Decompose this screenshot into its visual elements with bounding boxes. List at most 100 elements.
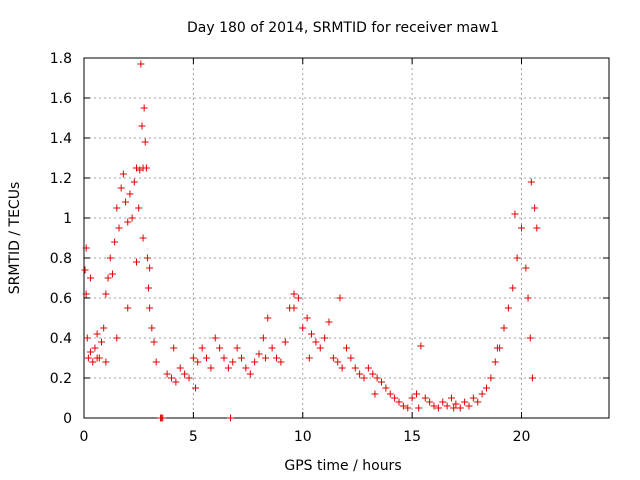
data-point <box>168 374 175 382</box>
data-point <box>242 364 250 372</box>
data-point <box>382 384 390 392</box>
data-point <box>528 374 536 382</box>
data-point <box>159 414 167 422</box>
data-point <box>189 354 197 362</box>
data-point <box>98 338 105 346</box>
data-point <box>417 342 425 350</box>
data-point <box>308 330 315 338</box>
data-point <box>338 364 346 372</box>
data-point <box>518 224 525 232</box>
data-point <box>491 358 499 366</box>
data-point <box>281 338 289 346</box>
data-point <box>251 358 259 366</box>
grid-layer <box>84 58 609 418</box>
data-point <box>303 314 311 322</box>
data-point <box>415 404 423 412</box>
data-point <box>124 218 132 226</box>
data-point <box>399 402 407 410</box>
data-point <box>82 244 90 252</box>
data-point <box>452 400 460 408</box>
data-point <box>329 354 337 362</box>
data-point <box>135 204 143 212</box>
data-point <box>469 394 477 402</box>
data-point <box>130 178 138 186</box>
data-point <box>150 338 158 346</box>
data-point <box>493 344 501 352</box>
data-point <box>487 374 495 382</box>
data-point <box>531 204 539 212</box>
data-point <box>524 294 532 302</box>
y-tick-label: 0.8 <box>50 251 72 267</box>
y-tick-label: 0.6 <box>50 291 72 307</box>
y-tick-label: 0.4 <box>50 331 72 347</box>
axes-layer: 0 0.2 0.4 0.6 0.8 1 1.2 1.4 1.6 1.8 0 5 10 15 20 <box>50 51 609 445</box>
data-point <box>133 258 140 266</box>
data-point <box>533 224 541 232</box>
data-point <box>439 398 447 406</box>
data-point <box>148 324 156 332</box>
data-point <box>119 170 127 178</box>
data-point <box>146 304 154 312</box>
x-tick-label: 15 <box>403 429 421 445</box>
x-tick-label: 20 <box>513 429 531 445</box>
data-point <box>117 184 125 192</box>
data-point <box>170 344 178 352</box>
data-point <box>102 290 110 298</box>
data-point <box>290 304 298 312</box>
data-point <box>163 370 171 378</box>
data-point <box>198 344 206 352</box>
x-axis-title: GPS time / hours <box>284 458 401 474</box>
data-point <box>404 404 412 412</box>
data-point <box>108 270 116 278</box>
y-tick-label: 1.8 <box>50 51 72 67</box>
data-point <box>113 334 121 342</box>
y-tick-label: 1.2 <box>50 171 72 187</box>
data-point <box>421 394 429 402</box>
chart-title: Day 180 of 2014, SRMTID for receiver maw… <box>187 20 499 36</box>
data-point <box>192 384 200 392</box>
data-point <box>290 290 298 298</box>
y-tick-label: 1.6 <box>50 91 72 107</box>
data-point <box>347 354 355 362</box>
data-point <box>511 210 519 218</box>
x-tick-label: 5 <box>189 429 198 445</box>
data-point <box>509 284 517 292</box>
data-point <box>343 344 350 352</box>
data-point <box>305 354 313 362</box>
data-point <box>500 324 508 332</box>
data-point <box>448 394 455 402</box>
data-point <box>364 364 372 372</box>
data-point <box>264 314 272 322</box>
data-point <box>145 284 153 292</box>
x-tick-label: 0 <box>80 429 89 445</box>
data-point <box>203 354 210 362</box>
data-point <box>138 122 146 130</box>
y-tick-label: 1 <box>63 211 72 227</box>
data-point <box>312 338 320 346</box>
data-point <box>378 378 385 386</box>
data-point <box>430 402 438 410</box>
data-point <box>111 238 119 246</box>
data-point <box>124 304 132 312</box>
data-point <box>143 254 151 262</box>
data-point <box>229 358 237 366</box>
data-point <box>238 354 245 362</box>
data-point <box>277 358 285 366</box>
data-point <box>461 398 469 406</box>
data-point <box>227 414 235 422</box>
data-point <box>207 364 215 372</box>
data-point <box>316 344 324 352</box>
data-point <box>84 354 92 362</box>
y-tick-label: 0.2 <box>50 371 72 387</box>
data-point <box>216 344 224 352</box>
data-point <box>126 190 134 198</box>
data-point <box>351 364 359 372</box>
data-point <box>172 378 180 386</box>
y-tick-label: 0 <box>63 411 72 427</box>
data-point <box>522 264 530 272</box>
data-point <box>128 214 136 222</box>
data-point <box>299 324 307 332</box>
data-point <box>356 370 364 378</box>
data-point <box>100 324 108 332</box>
